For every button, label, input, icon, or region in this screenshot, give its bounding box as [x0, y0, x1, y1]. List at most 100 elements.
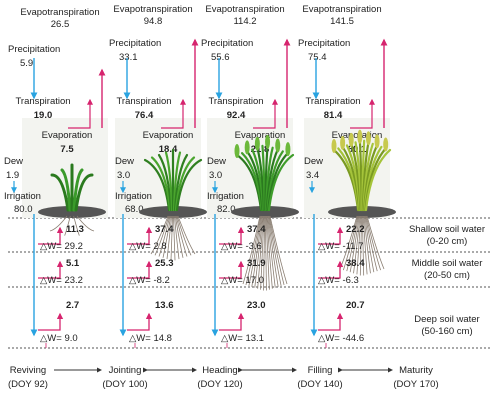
transpiration-arrow [253, 98, 278, 129]
flux-arrow-0 [127, 226, 153, 245]
dew-value: 3.0 [209, 170, 222, 181]
irrigation-value: 80.0 [14, 204, 33, 215]
flux-value-0: 37.4 [247, 224, 266, 235]
wheat-heading-icon [234, 134, 295, 212]
stage-label-2: Heading [202, 365, 237, 376]
evaporation-label: Evaporation [235, 130, 286, 141]
layer-middle-depth: (20-50 cm) [424, 270, 470, 281]
flux-value-1: 38.4 [346, 258, 365, 269]
delta-w-middle: △W= 17.0 [221, 275, 264, 286]
delta-w-middle: △W= 23.2 [40, 275, 83, 286]
stage-label-0: Reviving [10, 365, 46, 376]
transpiration-label: Transpiration [116, 96, 171, 107]
dew-label: Dew [207, 156, 226, 167]
flux-arrow-2 [38, 312, 64, 331]
flux-arrow-2 [318, 312, 344, 331]
delta-w-shallow: △W= -11.7 [318, 241, 363, 252]
soil-roots-icon [150, 215, 196, 261]
precipitation-label: Precipitation [8, 44, 60, 55]
delta-w-shallow: △W= 29.2 [40, 241, 83, 252]
doy-label-4: (DOY 170) [393, 379, 438, 390]
flux-value-2: 23.0 [247, 300, 266, 311]
transpiration-arrow [68, 98, 93, 129]
flux-value-0: 22.2 [346, 224, 365, 235]
dew-value: 3.4 [306, 170, 319, 181]
delta-w-deep: △W= 13.1 [221, 333, 264, 344]
evapotranspiration-value: 26.5 [51, 19, 70, 30]
doy-label-3: (DOY 140) [297, 379, 342, 390]
flux-value-0: 37.4 [155, 224, 174, 235]
irrigation-label: Irrigation [115, 191, 152, 202]
growth-periods: Evapotranspiration26.5Precipitation5.9Tr… [4, 4, 396, 348]
layer-middle-name: Middle soil water [412, 258, 483, 269]
transpiration-value: 81.4 [324, 110, 343, 121]
soil-roots-icon [49, 215, 95, 236]
transpiration-label: Transpiration [208, 96, 263, 107]
layer-deep-depth: (50-160 cm) [421, 326, 472, 337]
irrigation-label: Irrigation [207, 191, 244, 202]
scene-background [22, 118, 108, 218]
flux-arrow-2 [219, 312, 245, 331]
delta-w-middle: △W= -8.2 [129, 275, 170, 286]
evapotranspiration-value: 94.8 [144, 16, 163, 27]
flux-value-2: 13.6 [155, 300, 174, 311]
delta-w-deep: △W= 9.0 [40, 333, 78, 344]
dew-value: 3.0 [117, 170, 130, 181]
evapotranspiration-label: Evapotranspiration [205, 4, 284, 15]
delta-w-shallow: △W= 2.8 [129, 241, 167, 252]
precipitation-value: 55.6 [211, 52, 230, 63]
dew-label: Dew [115, 156, 134, 167]
evaporation-label: Evaporation [42, 130, 93, 141]
stage-label-4: Maturity [399, 365, 433, 376]
irrigation-value: 68.0 [125, 204, 144, 215]
flux-value-2: 20.7 [346, 300, 365, 311]
soil-surface [231, 206, 299, 218]
flux-arrow-1 [219, 260, 245, 279]
precipitation-label: Precipitation [201, 38, 253, 49]
precipitation-value: 75.4 [308, 52, 327, 63]
evapotranspiration-label: Evapotranspiration [302, 4, 381, 15]
irrigation-value: 82.0 [217, 204, 236, 215]
evapotranspiration-value: 114.2 [233, 16, 256, 27]
timeline: Reviving (DOY 92) Jointing (DOY 100) Heading… [8, 365, 439, 390]
layer-labels: Shallow soil water (0-20 cm) Middle soil… [409, 224, 485, 337]
transpiration-value: 92.4 [227, 110, 246, 121]
stage-label-1: Jointing [109, 365, 142, 376]
delta-w-shallow: △W= -3.6 [221, 241, 262, 252]
soil-surface [38, 206, 106, 218]
flux-arrow-2 [127, 312, 153, 331]
flux-arrow-1 [127, 260, 153, 279]
dew-label: Dew [4, 156, 23, 167]
flux-value-2: 2.7 [66, 300, 79, 311]
transpiration-arrow [350, 98, 375, 129]
transpiration-label: Transpiration [305, 96, 360, 107]
evaporation-value: 21.8 [251, 144, 270, 155]
precipitation-value: 33.1 [119, 52, 138, 63]
soil-roots-icon [242, 215, 288, 291]
transpiration-label: Transpiration [15, 96, 70, 107]
flux-arrow-0 [318, 226, 344, 245]
precipitation-label: Precipitation [109, 38, 161, 49]
doy-label-1: (DOY 100) [102, 379, 147, 390]
soil-surface [139, 206, 207, 218]
stage-label-3: Filling [308, 365, 333, 376]
evapotranspiration-label: Evapotranspiration [113, 4, 192, 15]
delta-w-deep: △W= -44.6 [318, 333, 364, 344]
evaporation-value: 7.5 [60, 144, 74, 155]
precipitation-value: 5.9 [20, 58, 33, 69]
maize-plant-icon [50, 163, 94, 212]
wheat-jointing-icon [143, 148, 203, 212]
flux-arrow-1 [38, 260, 64, 279]
flux-value-1: 25.3 [155, 258, 174, 269]
layer-shallow-name: Shallow soil water [409, 224, 485, 235]
transpiration-value: 76.4 [135, 110, 154, 121]
doy-label-2: (DOY 120) [197, 379, 242, 390]
flux-value-1: 31.9 [247, 258, 266, 269]
evapotranspiration-label: Evapotranspiration [20, 7, 99, 18]
delta-w-middle: △W= -6.3 [318, 275, 359, 286]
